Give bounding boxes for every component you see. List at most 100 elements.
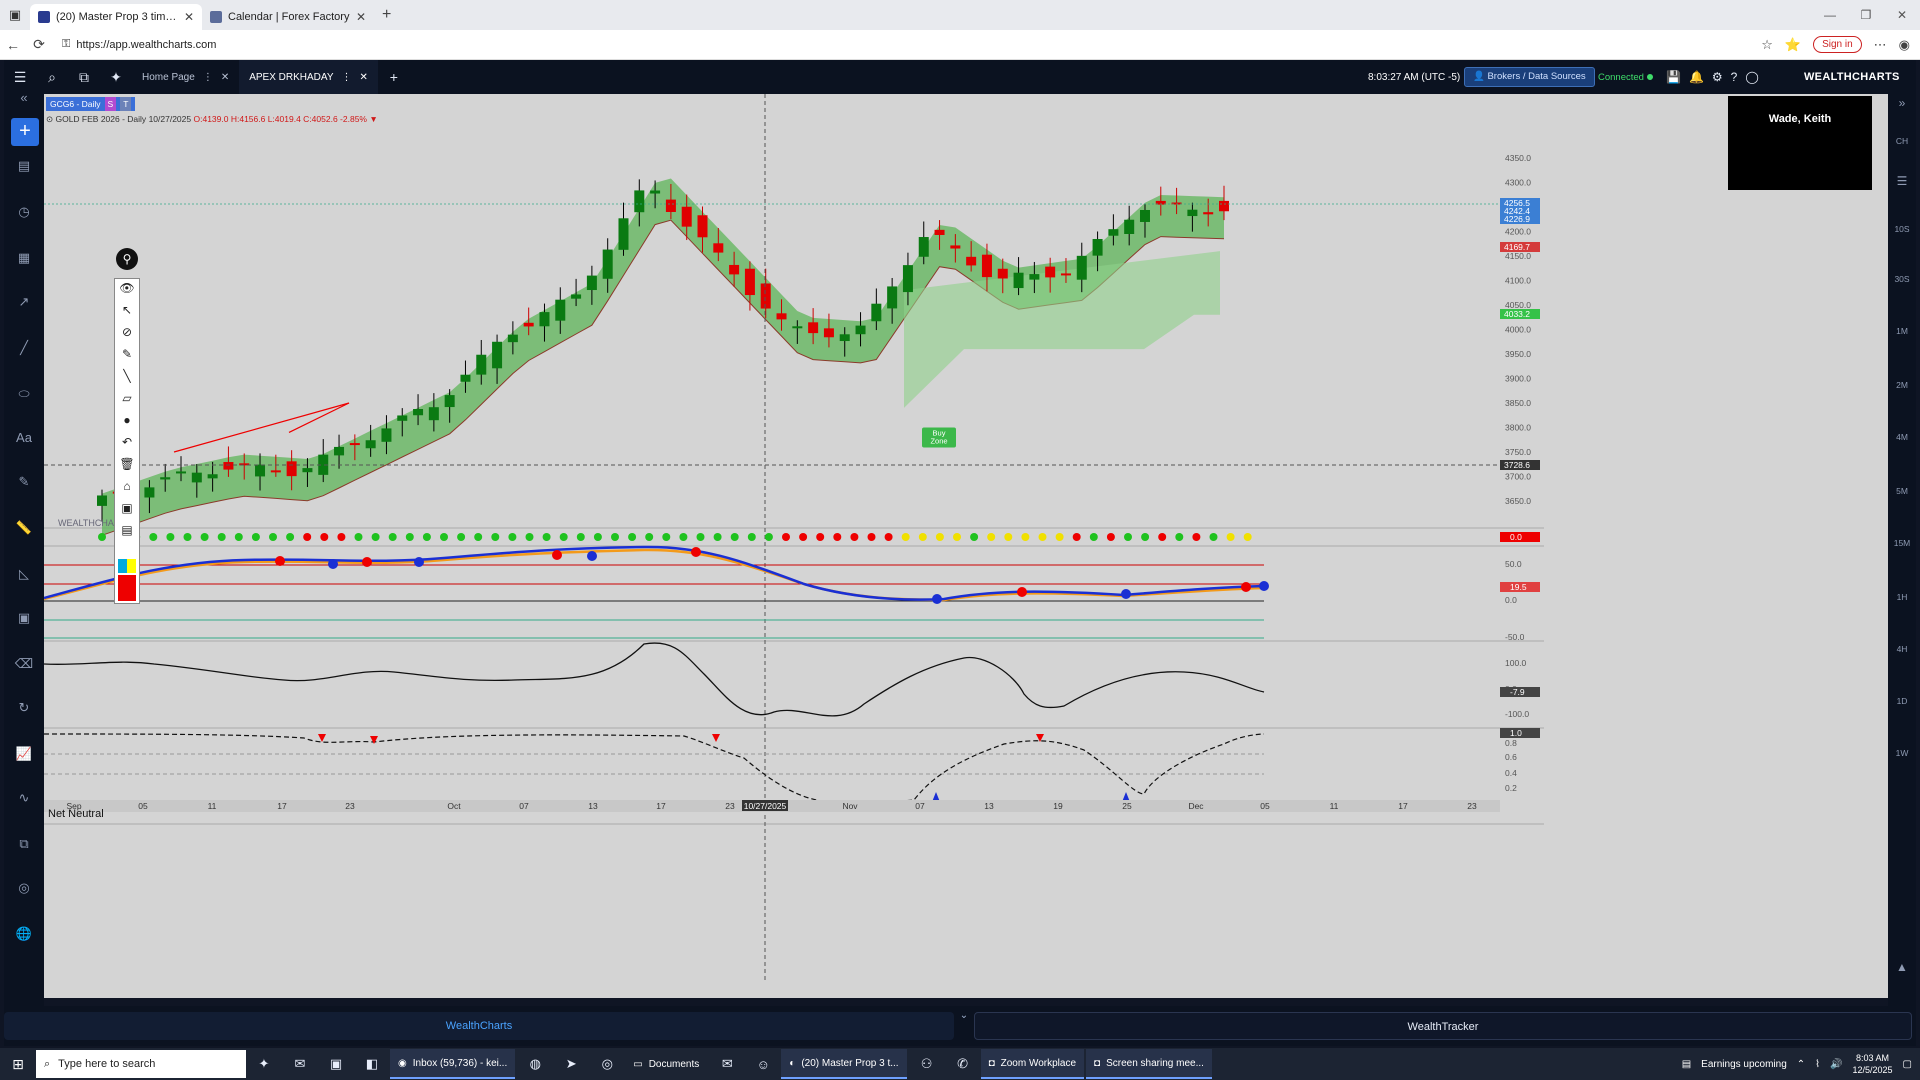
volume-icon[interactable]: 🔊 [1830,1058,1843,1070]
text-tool-icon[interactable]: Aa [16,430,32,445]
symbol-badge[interactable]: S [104,97,117,111]
collapse-left-icon[interactable]: « [20,90,28,105]
refresh-icon[interactable]: ⟳ [33,36,45,52]
timeframe-item[interactable]: 5M [1896,486,1908,496]
discord-icon[interactable]: ☺ [756,1056,770,1072]
chevron-down-icon[interactable]: ⌄ [959,1010,969,1021]
timeframe-item[interactable]: 1M [1896,326,1908,336]
app-icon[interactable]: ◍ [529,1056,541,1071]
eraser-icon[interactable]: ⌫ [14,656,34,671]
brokers-data-sources-button[interactable]: 👤 Brokers / Data Sources [1464,67,1595,87]
timeframe-item[interactable]: 10S [1894,224,1910,234]
chart-type-icon[interactable]: ▤ [17,158,31,173]
copy-icon[interactable]: ⧉ [19,836,29,851]
wealthtracker-button[interactable]: WealthTracker [974,1012,1912,1040]
close-window-icon[interactable]: ✕ [1896,8,1908,22]
browser-tab-forexfactory[interactable]: Calendar | Forex Factory ✕ [202,4,374,30]
browser-tab-wealthcharts[interactable]: (20) Master Prop 3 timeframes - W ✕ [30,4,202,30]
taskbar-app-zoom[interactable]: ◘ Zoom Workplace [980,1049,1085,1079]
minimize-icon[interactable]: — [1824,8,1836,22]
calendar-icon[interactable]: ▦ [17,250,31,265]
pencil-icon[interactable]: ✎ [121,347,133,361]
camera-icon[interactable]: ▣ [121,501,133,515]
magnet-icon[interactable]: ⊘ [121,325,133,339]
earnings-icon[interactable]: ▤ [1681,1058,1692,1070]
color-swatch[interactable] [118,575,136,601]
close-tab-icon[interactable]: ✕ [355,10,366,24]
taskbar-search[interactable]: ⌕ Type here to search [36,1050,246,1078]
taskbar-app-inbox[interactable]: ◉ Inbox (59,736) - kei... [390,1049,516,1079]
save-icon[interactable]: 💾 [1666,70,1681,84]
pin-icon[interactable]: ⚲ [116,248,138,270]
earnings-label[interactable]: Earnings upcoming [1701,1058,1787,1070]
symbol-badge[interactable]: T [120,97,132,111]
timeframe-item[interactable]: 15M [1893,538,1911,548]
close-tab-icon[interactable]: ✕ [359,71,368,83]
more-menu-icon[interactable]: ⋯ [1873,36,1887,52]
collections-icon[interactable]: ⭐ [1784,36,1802,52]
ruler-icon[interactable]: ▱ [122,391,132,405]
timeframe-item[interactable]: 4M [1896,432,1908,442]
indicators-icon[interactable]: 📈 [15,746,33,761]
color-picker-icon[interactable] [118,559,136,573]
help-icon[interactable]: ? [1730,70,1738,84]
favorite-star-icon[interactable]: ☆ [1761,36,1773,52]
taskbar-app-documents[interactable]: ▭ Documents [625,1049,707,1079]
tab-options-icon[interactable]: ⋮ [202,71,213,83]
symbol-tab[interactable]: GCG6 - Daily S T [46,97,136,111]
ai-icon[interactable]: ✦ [110,68,122,85]
search-icon[interactable]: ⌕ [48,68,56,85]
close-tab-icon[interactable]: ✕ [220,71,230,83]
panels-icon[interactable]: ▣ [17,610,31,625]
wealthcharts-button[interactable]: WealthCharts [4,1012,954,1040]
timeframe-item[interactable]: 2M [1896,380,1908,390]
close-tab-icon[interactable]: ✕ [183,10,194,24]
list-icon[interactable]: ☰ [1896,174,1908,188]
tab-options-icon[interactable]: ⋮ [341,71,352,83]
chrome-icon[interactable]: ◎ [601,1056,613,1071]
globe-icon[interactable]: 🌐 [15,926,33,941]
chart-area[interactable]: 4350.04300.04250.04200.04150.04100.04050… [44,94,1888,998]
teams-icon[interactable]: ⚇ [920,1056,933,1071]
timeframe-item[interactable]: 1W [1895,748,1909,758]
clipboard-icon[interactable]: ▤ [121,523,133,537]
copilot-icon[interactable]: ✦ [258,1056,270,1071]
outlook-icon[interactable]: ✉ [721,1056,733,1071]
layouts-icon[interactable]: ⧉ [79,68,89,85]
pencil-icon[interactable]: ✎ [18,474,30,489]
template-icon[interactable]: ⌂ [123,479,131,493]
tab-home-page[interactable]: Home Page ⋮ ✕ [132,60,239,94]
site-info-icon[interactable]: ⚿ [62,38,71,50]
strategy-icon[interactable]: ∿ [18,790,30,805]
tab-apex-drkhaday[interactable]: APEX DRKHADAY ⋮ ✕ [239,60,378,94]
trash-icon[interactable]: 🗑 [119,457,135,471]
ruler-icon[interactable]: 📏 [15,520,33,535]
price-chart-svg[interactable]: 4350.04300.04250.04200.04150.04100.04050… [44,94,1888,998]
undo-icon[interactable]: ↶ [121,435,133,449]
chevron-up-icon[interactable]: ⌃ [1796,1058,1806,1070]
outlook-icon[interactable]: ✉ [294,1056,306,1071]
line-tool-icon[interactable]: ╲ [123,369,131,383]
url-field[interactable]: ⚿ https://app.wealthcharts.com [62,38,1761,51]
timeframe-item[interactable]: 30S [1894,274,1910,284]
system-clock[interactable]: 8:03 AM 12/5/2025 [1853,1052,1893,1076]
new-tab-icon[interactable]: + [382,6,392,23]
notification-center-icon[interactable]: ▢ [1902,1058,1912,1070]
network-icon[interactable]: ⌇ [1815,1058,1821,1070]
telegram-icon[interactable]: ➤ [565,1056,577,1071]
app-icon[interactable]: ▣ [329,1056,343,1071]
back-icon[interactable]: ← [6,36,20,53]
avatar[interactable]: ◯ [1745,70,1759,84]
line-tool-icon[interactable]: ╱ [20,340,28,355]
taskbar-app-screen-sharing[interactable]: ◘ Screen sharing mee... [1086,1049,1212,1079]
pointer-icon[interactable]: ↖ [121,303,133,317]
fib-icon[interactable]: ◺ [19,566,29,581]
notifications-icon[interactable]: 🔔 [1688,70,1704,84]
windows-start-icon[interactable]: ⊞ [12,1055,24,1072]
collapse-right-icon[interactable]: » [1898,96,1906,110]
shapes-icon[interactable]: ⬭ [18,386,30,401]
eye-icon[interactable]: 👁 [119,281,135,295]
add-tab-icon[interactable]: + [389,69,398,85]
sign-in-button[interactable]: Sign in [1813,36,1862,53]
dot-icon[interactable]: ● [123,413,131,427]
